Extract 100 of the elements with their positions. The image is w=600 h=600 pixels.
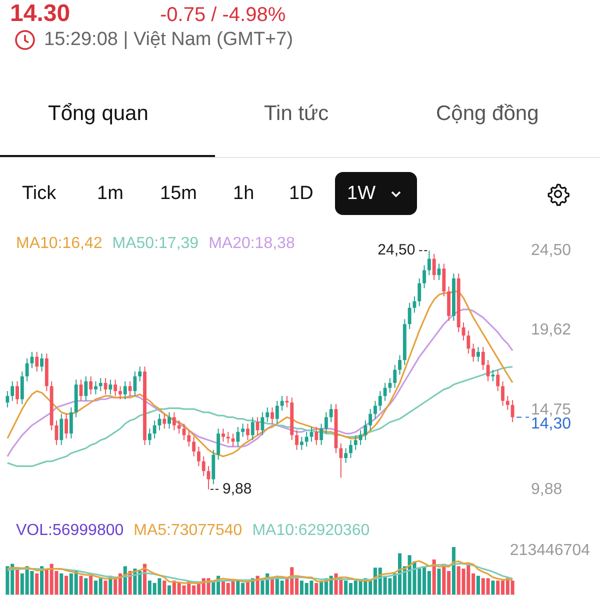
candlestick (216, 428, 220, 460)
bar (64, 576, 68, 595)
candlestick (133, 370, 137, 396)
candlestick (89, 376, 93, 395)
candlestick (324, 412, 328, 434)
candlestick (25, 358, 29, 382)
candlestick (275, 400, 279, 424)
series-label: VOL:56999800 (16, 522, 124, 539)
bar (79, 576, 83, 595)
bar (452, 547, 456, 595)
candlestick (20, 370, 24, 405)
candlestick (236, 426, 240, 448)
candlestick (108, 379, 112, 395)
candlestick (118, 386, 122, 400)
candlestick (349, 440, 352, 459)
candlestick (187, 430, 191, 448)
candlestick (152, 420, 156, 439)
candlestick (295, 430, 298, 450)
candlestick (358, 430, 362, 446)
text: 15m (160, 183, 197, 205)
candlestick (206, 466, 210, 490)
candlestick (148, 428, 152, 446)
candlestick (408, 302, 412, 330)
candlestick (510, 400, 514, 423)
candlestick (364, 420, 368, 441)
candlestick (114, 379, 118, 396)
series-label: MA5:73077540 (134, 522, 242, 539)
candlestick (246, 423, 250, 441)
y-tick-label: 19,62 (531, 322, 572, 339)
candlestick (16, 380, 19, 405)
candlestick (226, 431, 230, 444)
candlestick (202, 456, 206, 477)
candlestick (60, 413, 64, 446)
candlestick (40, 353, 44, 372)
text: MA10:16,42 (16, 235, 102, 252)
candlestick (378, 390, 382, 412)
y-tick-label: 9,88 (531, 480, 562, 498)
bar (491, 580, 495, 595)
bar (314, 583, 318, 595)
text: Tin tức (264, 102, 329, 126)
bar (89, 576, 93, 595)
candlestick (398, 354, 402, 376)
candlestick (472, 343, 476, 362)
text: Tổng quan (48, 102, 148, 126)
annotation: 9,88 (222, 480, 252, 498)
candlestick (222, 428, 225, 442)
candlestick (339, 442, 343, 478)
candlestick (329, 404, 333, 423)
candlestick (466, 330, 470, 354)
candlestick (172, 412, 176, 431)
candlestick (501, 380, 504, 406)
candlestick (432, 253, 436, 280)
candlestick (374, 400, 377, 420)
candlestick (496, 369, 500, 392)
bar (104, 580, 108, 595)
candlestick (162, 413, 166, 430)
candlestick (481, 346, 485, 370)
candlestick (476, 346, 480, 362)
bar (476, 576, 480, 595)
candlestick (196, 446, 200, 467)
bar (168, 585, 172, 595)
candlestick (94, 380, 98, 395)
bar (432, 559, 436, 595)
candlestick (314, 426, 318, 446)
candlestick (280, 395, 284, 412)
candlestick (138, 366, 142, 382)
candlestick (6, 390, 10, 408)
candlestick (98, 378, 102, 392)
text: 15:29:08 | Việt Nam (GMT+7) (44, 29, 294, 51)
bar (60, 573, 64, 595)
candlestick (422, 264, 426, 289)
candlestick (241, 423, 245, 438)
candlestick (128, 380, 132, 396)
candlestick (383, 382, 387, 402)
candlestick (310, 426, 314, 442)
bar (15, 568, 20, 595)
candlestick (418, 278, 422, 307)
annotation: 24,50 (378, 242, 416, 259)
candlestick (123, 380, 127, 400)
candlestick (10, 380, 14, 402)
candlestick (344, 448, 348, 464)
candlestick (491, 369, 495, 382)
candlestick (442, 263, 446, 297)
text: -0.75 / -4.98% (160, 4, 286, 27)
candlestick (266, 406, 270, 423)
candlestick (393, 364, 397, 388)
text: Cộng đồng (436, 102, 539, 126)
candlestick (168, 412, 171, 430)
text: 1h (233, 183, 254, 205)
candlestick (270, 406, 274, 424)
candlestick (412, 296, 416, 314)
y-tick-label: 14,75 (531, 401, 572, 418)
bar (84, 578, 88, 595)
candlestick (64, 413, 68, 439)
candlestick (260, 412, 264, 436)
candlestick (84, 376, 88, 402)
candlestick (256, 416, 260, 436)
annotation: 213446704 (510, 542, 590, 560)
candlestick (69, 406, 73, 439)
bar (437, 568, 441, 595)
